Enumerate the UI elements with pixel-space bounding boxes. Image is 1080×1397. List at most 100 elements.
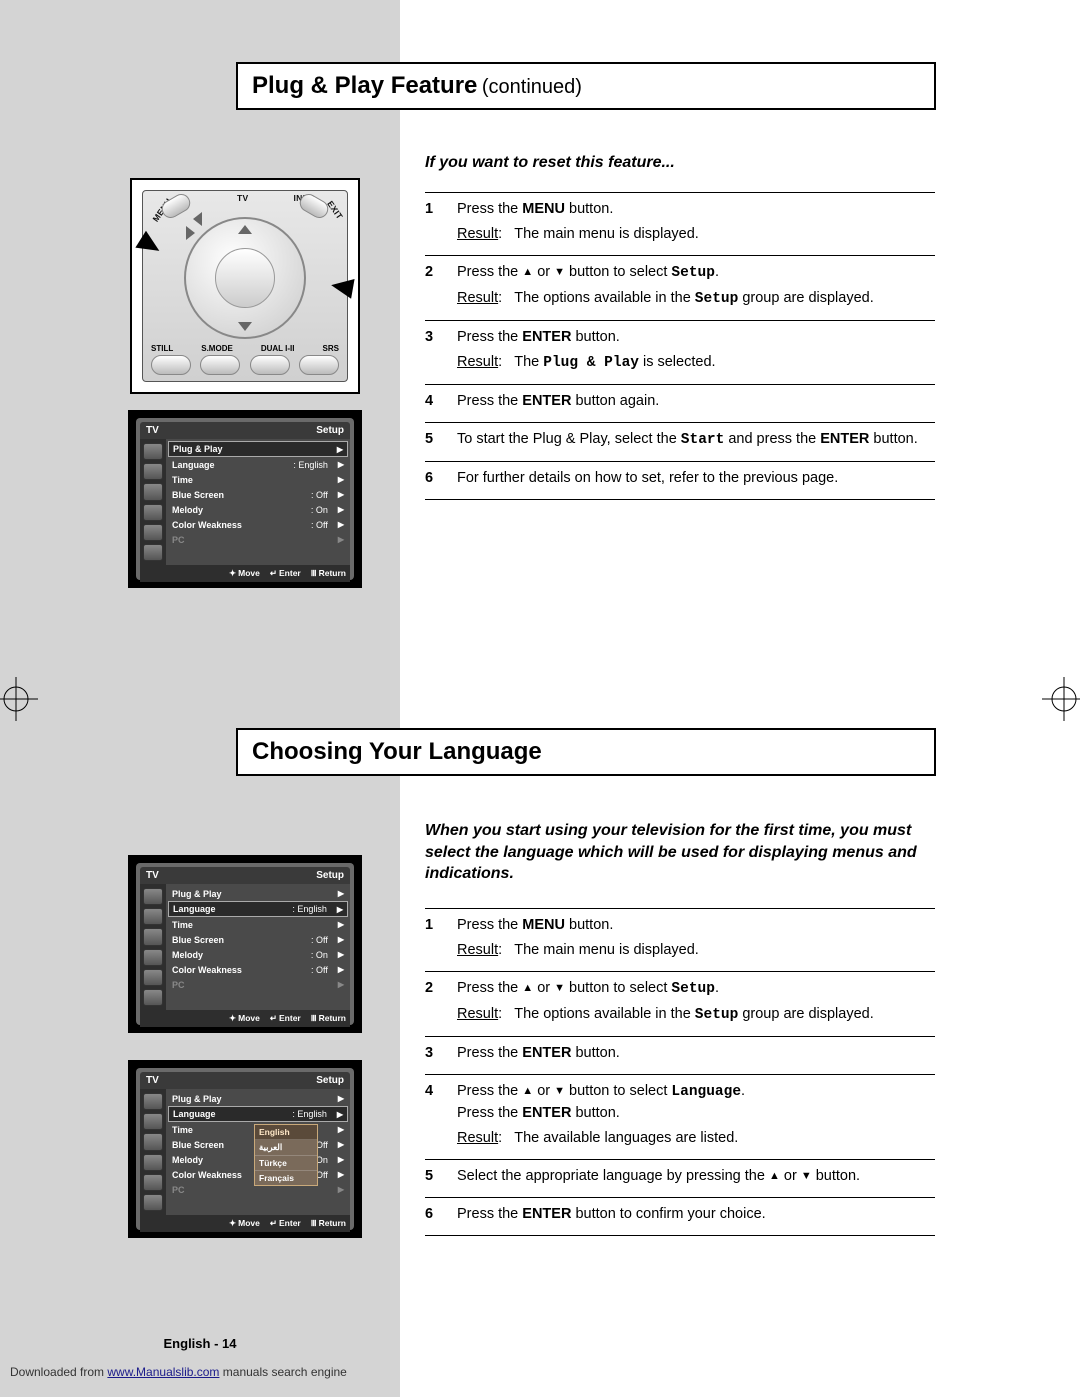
manualslib-link[interactable]: www.Manualslib.com [107, 1365, 219, 1379]
callout-arrow-icon [135, 231, 164, 260]
remote-label-smode: S.MODE [201, 344, 233, 353]
osd-category-icon [143, 443, 163, 460]
osd-menu-item: Melody: On▶ [166, 947, 350, 962]
step-row: 6 For further details on how to set, refe… [425, 461, 935, 500]
step-body: Select the appropriate language by press… [457, 1166, 935, 1187]
osd-category-icon [143, 989, 163, 1006]
osd-menu-item: Time▶ [166, 472, 350, 487]
step-number: 3 [425, 327, 439, 374]
step-row: 5Select the appropriate language by pres… [425, 1159, 935, 1197]
osd-category-icon [143, 1113, 163, 1130]
step-result: Result: The options available in the Set… [457, 288, 935, 310]
download-line: Downloaded from www.Manualslib.com manua… [10, 1365, 347, 1379]
osd-menu-item: Color Weakness: Off▶ [166, 517, 350, 532]
language-option: العربية [255, 1140, 317, 1156]
step-row: 6 Press the ENTER button to confirm your … [425, 1197, 935, 1236]
osd-menu-item: Time▶ [166, 917, 350, 932]
step-number: 5 [425, 429, 439, 451]
osd-tv-label: TV [146, 425, 159, 436]
right-icon [186, 226, 202, 240]
step-body: Press the ENTER button.Result: The Plug … [457, 327, 935, 374]
step-number: 6 [425, 1204, 439, 1225]
osd-menu-item: Blue Screen: Off▶ [166, 932, 350, 947]
osd-menu-item: Blue Screen: Off▶ [166, 487, 350, 502]
osd-setup-label: Setup [316, 870, 344, 881]
remote-label-still: STILL [151, 344, 173, 353]
step-row: 2Press the ▲ or ▼ button to select Setup… [425, 971, 935, 1036]
header1-cont: (continued) [482, 76, 582, 98]
osd-menu-item: Melody: On▶ [166, 502, 350, 517]
osd-category-icon [143, 1194, 163, 1211]
language-option: English [255, 1125, 317, 1140]
step-result: Result: The available languages are list… [457, 1128, 935, 1149]
remote-button [299, 355, 339, 375]
steps-section-1: 1 Press the MENU button.Result: The main … [425, 192, 935, 500]
intro2: When you start using your television for… [425, 820, 935, 885]
osd-footer: ✦Move ↵Enter ⅢReturn [140, 565, 350, 582]
step-row: 4 Press the ENTER button again. [425, 384, 935, 422]
step-number: 4 [425, 391, 439, 412]
remote-button [297, 191, 332, 222]
osd-setup-label: Setup [316, 425, 344, 436]
step-number: 2 [425, 262, 439, 310]
step-row: 1 Press the MENU button.Result: The main … [425, 192, 935, 255]
step-body: Press the MENU button.Result: The main m… [457, 199, 935, 245]
osd-tv-label: TV [146, 1075, 159, 1086]
osd-menu-item: Language: English▶ [166, 457, 350, 472]
step-body: Press the ENTER button to confirm your c… [457, 1204, 935, 1225]
remote-label-dual: DUAL I-II [261, 344, 295, 353]
step-result: Result: The main menu is displayed. [457, 940, 935, 961]
crop-mark-left [0, 677, 38, 721]
crop-mark-right [1042, 677, 1080, 721]
osd-category-icon [143, 908, 163, 925]
osd-list: Plug & Play▶Language: English▶Time▶Blue … [166, 884, 350, 1010]
osd-category-icon [143, 1093, 163, 1110]
osd-setup-plugplay: TVSetup Plug & Play▶Language: English▶Ti… [128, 410, 362, 588]
osd-category-icon [143, 928, 163, 945]
language-popup: EnglishالعربيةTürkçeFrançais [254, 1124, 318, 1186]
osd-menu-item: Language: English▶ [168, 1106, 348, 1122]
osd-category-icon [143, 1154, 163, 1171]
remote-label-srs: SRS [323, 344, 339, 353]
header1-title: Plug & Play Feature [252, 72, 477, 99]
step-row: 3 Press the ENTER button.Result: The Plug… [425, 320, 935, 384]
osd-category-icon [143, 1133, 163, 1150]
osd-category-icon [143, 969, 163, 986]
osd-footer: ✦Move ↵Enter ⅢReturn [140, 1215, 350, 1232]
step-row: 3Press the ENTER button. [425, 1036, 935, 1074]
remote-button [250, 355, 290, 375]
step-body: Press the ENTER button again. [457, 391, 935, 412]
step-body: Press the MENU button.Result: The main m… [457, 915, 935, 961]
osd-category-icon [143, 1174, 163, 1191]
osd-setup-language-popup: TVSetup Plug & Play▶Language: English▶Ti… [128, 1060, 362, 1238]
down-icon [238, 322, 252, 331]
step-number: 1 [425, 915, 439, 961]
step-result: Result: The Plug & Play is selected. [457, 352, 935, 374]
osd-category-icon [143, 949, 163, 966]
remote-button [200, 355, 240, 375]
step-number: 3 [425, 1043, 439, 1064]
remote-button [151, 355, 191, 375]
remote-enter-label: ↵ENTER [226, 268, 263, 294]
step-body: Press the ▲ or ▼ button to select Setup.… [457, 262, 935, 310]
remote-nav-ring: ↵ENTER [184, 217, 306, 339]
header2-title: Choosing Your Language [252, 738, 542, 765]
osd-category-icon [143, 524, 163, 541]
step-body: For further details on how to set, refer… [457, 468, 935, 489]
step-row: 4Press the ▲ or ▼ button to select Langu… [425, 1074, 935, 1159]
step-number: 2 [425, 978, 439, 1026]
page-footer: English - 14 [0, 1336, 400, 1351]
step-number: 6 [425, 468, 439, 489]
intro1: If you want to reset this feature... [425, 152, 935, 174]
step-number: 1 [425, 199, 439, 245]
step-body: To start the Plug & Play, select the Sta… [457, 429, 935, 451]
osd-category-icon [143, 483, 163, 500]
section-header-plug-play: Plug & Play Feature (continued) [236, 62, 936, 110]
osd-category-icon [143, 544, 163, 561]
step-result: Result: The options available in the Set… [457, 1004, 935, 1026]
osd-footer: ✦Move ↵Enter ⅢReturn [140, 1010, 350, 1027]
language-option: Français [255, 1171, 317, 1185]
step-number: 4 [425, 1081, 439, 1149]
steps-section-2: 1 Press the MENU button.Result: The main … [425, 908, 935, 1236]
osd-setup-label: Setup [316, 1075, 344, 1086]
